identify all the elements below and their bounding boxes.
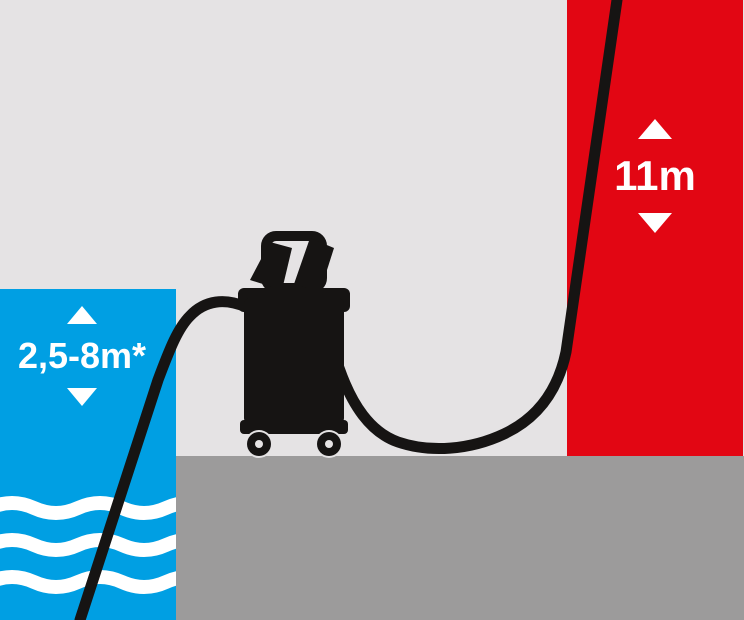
- diagram-svg: [0, 0, 744, 620]
